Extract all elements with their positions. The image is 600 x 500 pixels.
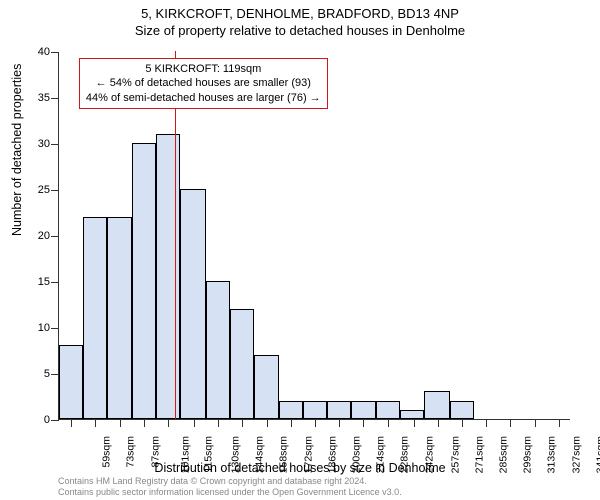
histogram-bar <box>279 401 303 419</box>
y-tick <box>51 98 59 99</box>
x-tick <box>95 419 96 427</box>
x-tick <box>388 419 389 427</box>
x-tick <box>339 419 340 427</box>
histogram-bar <box>83 217 107 419</box>
callout-line-2: ← 54% of detached houses are smaller (93… <box>86 76 321 90</box>
y-axis-label: Number of detached properties <box>10 64 24 236</box>
x-tick <box>267 419 268 427</box>
y-tick-label: 30 <box>26 138 50 150</box>
x-tick <box>363 419 364 427</box>
x-tick <box>194 419 195 427</box>
y-tick-label: 25 <box>26 184 50 196</box>
x-tick <box>438 419 439 427</box>
histogram-bar <box>450 401 474 419</box>
histogram-chart: 051015202530354059sqm73sqm87sqm101sqm115… <box>58 52 570 420</box>
y-tick-label: 5 <box>26 368 50 380</box>
x-tick <box>414 419 415 427</box>
histogram-bar <box>132 143 156 419</box>
y-tick-label: 20 <box>26 230 50 242</box>
histogram-bar <box>327 401 351 419</box>
y-tick-label: 10 <box>26 322 50 334</box>
x-tick <box>144 419 145 427</box>
x-tick <box>120 419 121 427</box>
y-tick <box>51 328 59 329</box>
histogram-bar <box>424 391 450 419</box>
y-tick <box>51 190 59 191</box>
chart-title-block: 5, KIRKCROFT, DENHOLME, BRADFORD, BD13 4… <box>0 0 600 38</box>
histogram-bar <box>156 134 180 419</box>
x-tick <box>242 419 243 427</box>
x-tick <box>535 419 536 427</box>
title-address: 5, KIRKCROFT, DENHOLME, BRADFORD, BD13 4… <box>0 6 600 21</box>
y-tick-label: 35 <box>26 92 50 104</box>
x-tick <box>559 419 560 427</box>
footer-line-1: Contains HM Land Registry data © Crown c… <box>58 476 402 487</box>
x-tick <box>510 419 511 427</box>
x-tick <box>218 419 219 427</box>
y-tick <box>51 420 59 421</box>
histogram-bar <box>254 355 278 419</box>
y-tick-label: 40 <box>26 46 50 58</box>
x-tick <box>315 419 316 427</box>
y-tick <box>51 144 59 145</box>
histogram-bar <box>59 345 83 419</box>
x-tick <box>71 419 72 427</box>
y-tick <box>51 52 59 53</box>
title-subtitle: Size of property relative to detached ho… <box>0 23 600 38</box>
y-tick <box>51 282 59 283</box>
callout-line-3: 44% of semi-detached houses are larger (… <box>86 91 321 105</box>
histogram-bar <box>206 281 230 419</box>
x-tick <box>486 419 487 427</box>
property-callout: 5 KIRKCROFT: 119sqm ← 54% of detached ho… <box>79 58 328 109</box>
histogram-bar <box>180 189 206 419</box>
histogram-bar <box>230 309 254 419</box>
x-tick <box>462 419 463 427</box>
x-axis-label: Distribution of detached houses by size … <box>0 461 600 475</box>
y-tick-label: 15 <box>26 276 50 288</box>
x-tick <box>291 419 292 427</box>
histogram-bar <box>376 401 400 419</box>
footer-line-2: Contains public sector information licen… <box>58 487 402 498</box>
y-tick <box>51 374 59 375</box>
y-tick-label: 0 <box>26 414 50 426</box>
histogram-bar <box>107 217 131 419</box>
callout-line-1: 5 KIRKCROFT: 119sqm <box>86 62 321 76</box>
y-tick <box>51 236 59 237</box>
footer-attribution: Contains HM Land Registry data © Crown c… <box>58 476 402 498</box>
x-tick <box>168 419 169 427</box>
histogram-bar <box>303 401 327 419</box>
histogram-bar <box>400 410 424 419</box>
histogram-bar <box>351 401 375 419</box>
